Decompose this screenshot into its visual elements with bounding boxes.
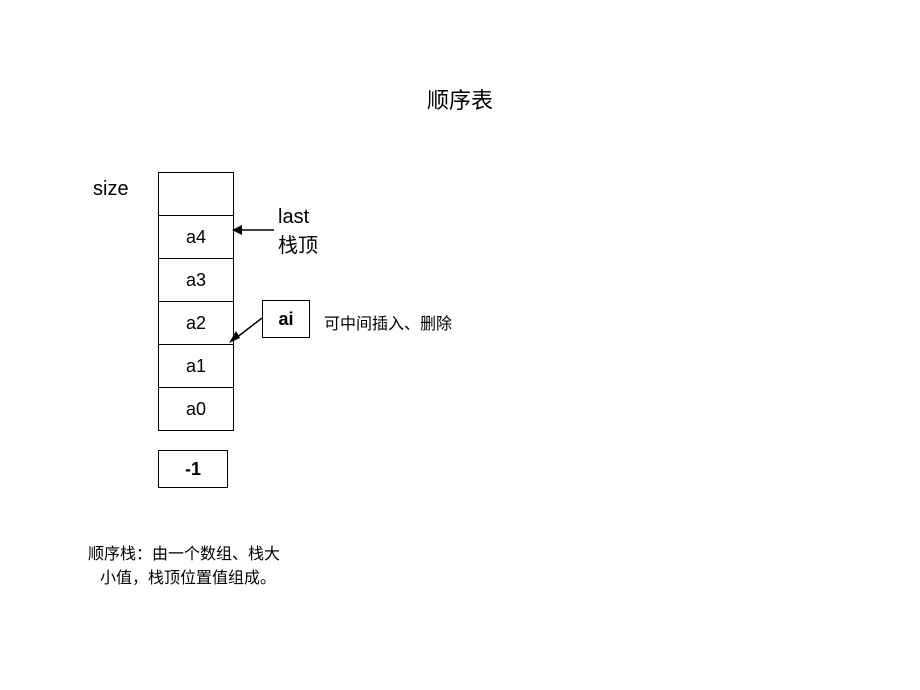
page-title: 顺序表 bbox=[0, 83, 920, 115]
stack-top-label: 栈顶 bbox=[278, 229, 318, 258]
description: 顺序栈：由一个数组、栈大 小值，栈顶位置值组成。 bbox=[88, 543, 280, 591]
neg-one-box: -1 bbox=[158, 450, 228, 488]
cell-label: a0 bbox=[186, 399, 206, 420]
description-line1: 顺序栈：由一个数组、栈大 bbox=[88, 543, 280, 567]
insert-box: ai bbox=[262, 300, 310, 338]
last-label: last bbox=[278, 206, 309, 229]
last-arrow bbox=[230, 220, 278, 240]
cell-label: a4 bbox=[186, 227, 206, 248]
stack-cell-a4: a4 bbox=[158, 215, 234, 259]
neg-one-label: -1 bbox=[185, 459, 201, 480]
stack-cell-a0: a0 bbox=[158, 387, 234, 431]
description-line2: 小值，栈顶位置值组成。 bbox=[88, 567, 280, 591]
insert-note: 可中间插入、删除 bbox=[324, 310, 452, 334]
stack-cell-a1: a1 bbox=[158, 344, 234, 388]
cell-label: a2 bbox=[186, 313, 206, 334]
cell-label: a1 bbox=[186, 356, 206, 377]
stack-cell-a3: a3 bbox=[158, 258, 234, 302]
size-label: size bbox=[93, 178, 129, 201]
stack-cell-a2: a2 bbox=[158, 301, 234, 345]
stack-cell-empty bbox=[158, 172, 234, 216]
cell-label: a3 bbox=[186, 270, 206, 291]
insert-box-label: ai bbox=[278, 309, 293, 330]
